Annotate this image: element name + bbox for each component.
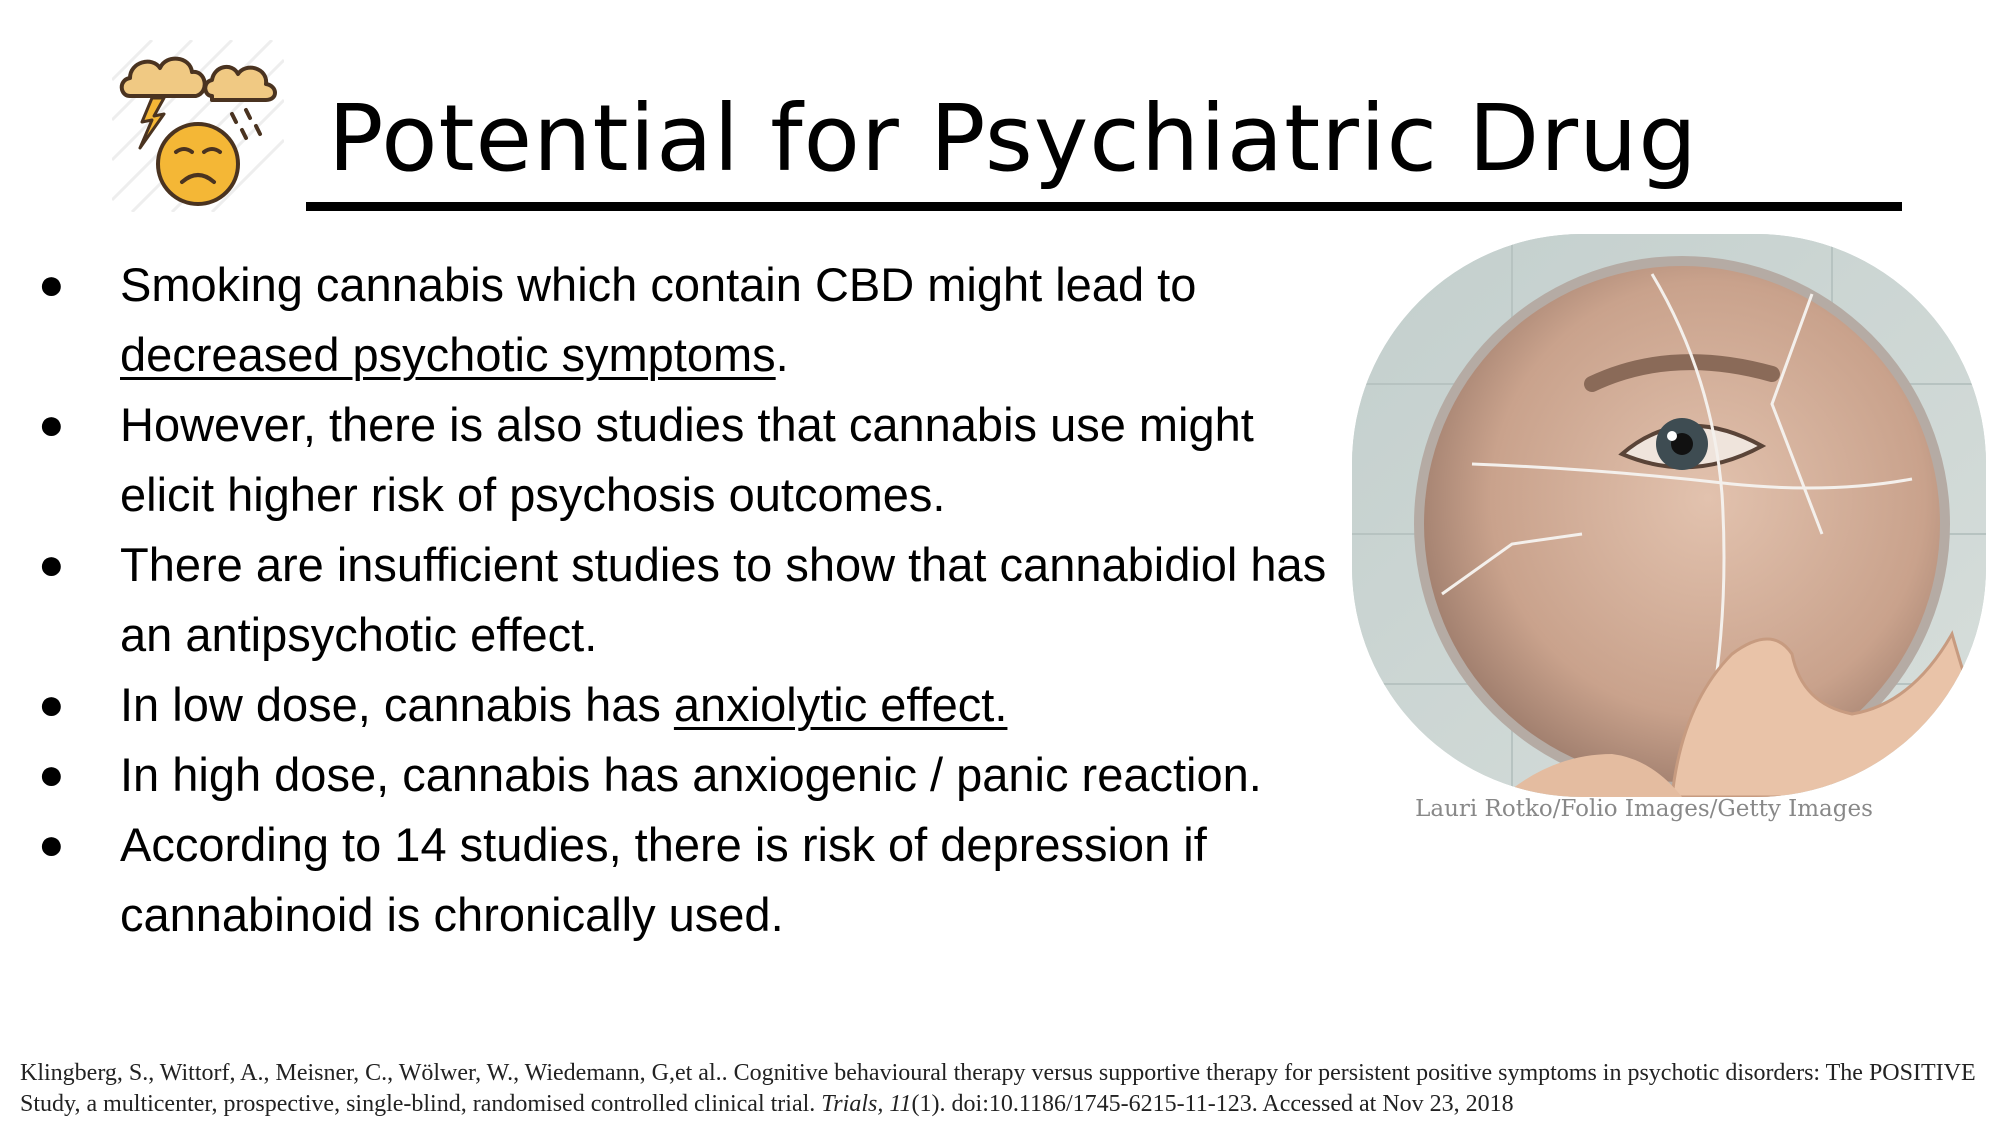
bullet-text: According to 14 studies, there is risk o… [120, 818, 1207, 941]
bullet-item: ● In high dose, cannabis has anxiogenic … [38, 740, 1358, 810]
reference-text-end: (1). doi:10.1186/1745-6215-11-123. Acces… [911, 1091, 1514, 1117]
underlined-text: decreased psychotic symptoms [120, 328, 776, 381]
reference-text: Klingberg, S., Wittorf, A., Meisner, C.,… [20, 1060, 1976, 1117]
bullet-text: In high dose, cannabis has anxiogenic / … [120, 748, 1262, 801]
broken-mirror-photo [1352, 234, 1986, 797]
bullet-text: Smoking cannabis which contain CBD might… [120, 258, 1197, 311]
reference-citation: Klingberg, S., Wittorf, A., Meisner, C.,… [20, 1058, 1985, 1120]
bullet-dot: ● [38, 260, 65, 309]
bullet-item: ● However, there is also studies that ca… [38, 390, 1358, 530]
photo-caption: Lauri Rotko/Folio Images/Getty Images [1415, 796, 1873, 822]
bullet-text: There are insufficient studies to show t… [120, 538, 1327, 661]
bullet-item: ● There are insufficient studies to show… [38, 530, 1358, 670]
title-underline [306, 202, 1902, 211]
slide-title: Potential for Psychiatric Drug [328, 85, 1698, 192]
storm-cloud-sad-face-icon [112, 40, 284, 212]
bullet-text: However, there is also studies that cann… [120, 398, 1254, 521]
bullet-dot: ● [38, 750, 65, 799]
bullet-dot: ● [38, 400, 65, 449]
bullet-dot: ● [38, 820, 65, 869]
bullet-item: ● Smoking cannabis which contain CBD mig… [38, 250, 1358, 390]
bullet-item: ● In low dose, cannabis has anxiolytic e… [38, 670, 1358, 740]
bullet-dot: ● [38, 540, 65, 589]
underlined-text: anxiolytic effect. [673, 678, 1008, 731]
bullet-text: In low dose, cannabis has [120, 678, 674, 731]
bullet-trail: . [775, 328, 789, 381]
reference-journal: Trials, 11 [821, 1091, 912, 1117]
bullet-list: ● Smoking cannabis which contain CBD mig… [38, 250, 1358, 950]
bullet-dot: ● [38, 680, 65, 729]
bullet-item: ● According to 14 studies, there is risk… [38, 810, 1358, 950]
